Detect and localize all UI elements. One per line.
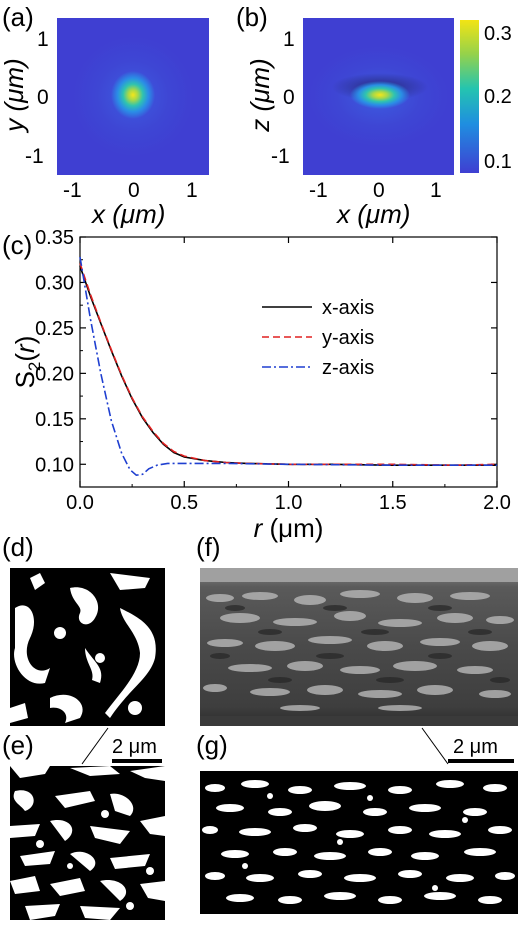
y-tick-label: 0.20 — [35, 363, 74, 385]
y-tick-label: 0.10 — [35, 454, 74, 476]
panel-c-label: (c) — [2, 230, 33, 260]
panel-b-xtick-1: 1 — [430, 179, 442, 202]
panel-a-xtick-1: 1 — [186, 179, 198, 202]
panel-a-label: (a) — [2, 2, 34, 32]
series-line-y-axis — [79, 263, 498, 467]
y-tick-label: 0.15 — [35, 409, 74, 431]
panel-a-ytick-1: 1 — [37, 28, 49, 51]
series-line-z-axis — [79, 256, 497, 477]
panel-b-xtick-0: 0 — [373, 179, 385, 202]
x-tick-label: 1.5 — [379, 492, 407, 514]
panel-a-xtick-0: 0 — [128, 179, 140, 202]
legend-label-y-axis: y-axis — [322, 327, 374, 349]
x-axis-label: r (μm) — [254, 513, 324, 543]
y-tick-label: 0.35 — [35, 227, 74, 249]
x-tick-label: 1.0 — [275, 492, 303, 514]
panel-b-label: (b) — [236, 2, 268, 32]
panel-e-label: (e) — [2, 730, 34, 760]
heatmap-b — [303, 18, 454, 175]
panel-a-ytick-0: 0 — [37, 86, 49, 109]
panel-b-ylabel: z (μm) — [245, 58, 275, 132]
scalebar-right — [448, 759, 514, 763]
x-tick-label: 2.0 — [483, 492, 511, 514]
binary-image-e — [10, 766, 165, 920]
panel-a-xlabel: x (μm) — [92, 199, 166, 229]
colorbar-tick-01: 0.1 — [484, 151, 512, 173]
legend-label-x-axis: x-axis — [322, 297, 374, 319]
panel-b-ytick-1: 1 — [283, 28, 295, 51]
plot-frame — [79, 236, 498, 488]
y-tick-label: 0.30 — [35, 272, 74, 294]
panel-a-xtick-m1: -1 — [63, 179, 82, 202]
series-line-x-axis — [79, 265, 497, 466]
panel-b-ytick-0: 0 — [283, 86, 295, 109]
scalebar-right-label: 2 μm — [453, 736, 498, 758]
binary-image-d — [10, 568, 165, 726]
y-tick-label: 0.25 — [35, 318, 74, 340]
panel-b-ytick-m1: -1 — [271, 145, 290, 168]
panel-b-xlabel: x (μm) — [337, 199, 411, 229]
x-tick-label: 0.5 — [170, 492, 198, 514]
zoom-lines-right — [421, 727, 449, 765]
panel-a-ylabel: y (μm) — [0, 58, 29, 132]
panel-d-label: (d) — [2, 532, 34, 562]
colorbar-tick-02: 0.2 — [484, 86, 512, 108]
y-axis-label: S2(r) — [10, 336, 44, 389]
colorbar-tick-03: 0.3 — [484, 23, 512, 45]
colorbar — [460, 20, 479, 173]
sem-image-f — [200, 568, 518, 726]
scalebar-left-label: 2 μm — [112, 736, 157, 758]
panel-g-label: (g) — [196, 730, 228, 760]
panel-b-xtick-m1: -1 — [309, 179, 328, 202]
zoom-lines-left — [81, 727, 109, 765]
scalebar-left — [112, 759, 162, 763]
panel-c-chart: 0.0 0.5 1.0 1.5 2.0 0.10 0.15 0.20 0.25 0.30 0.35 r… — [10, 227, 511, 543]
legend-label-z-axis: z-axis — [322, 357, 374, 379]
panel-a-ytick-m1: -1 — [25, 145, 44, 168]
binary-image-g — [200, 766, 518, 920]
panel-f-label: (f) — [196, 532, 221, 562]
x-tick-label: 0.0 — [66, 492, 94, 514]
heatmap-a — [57, 18, 209, 175]
